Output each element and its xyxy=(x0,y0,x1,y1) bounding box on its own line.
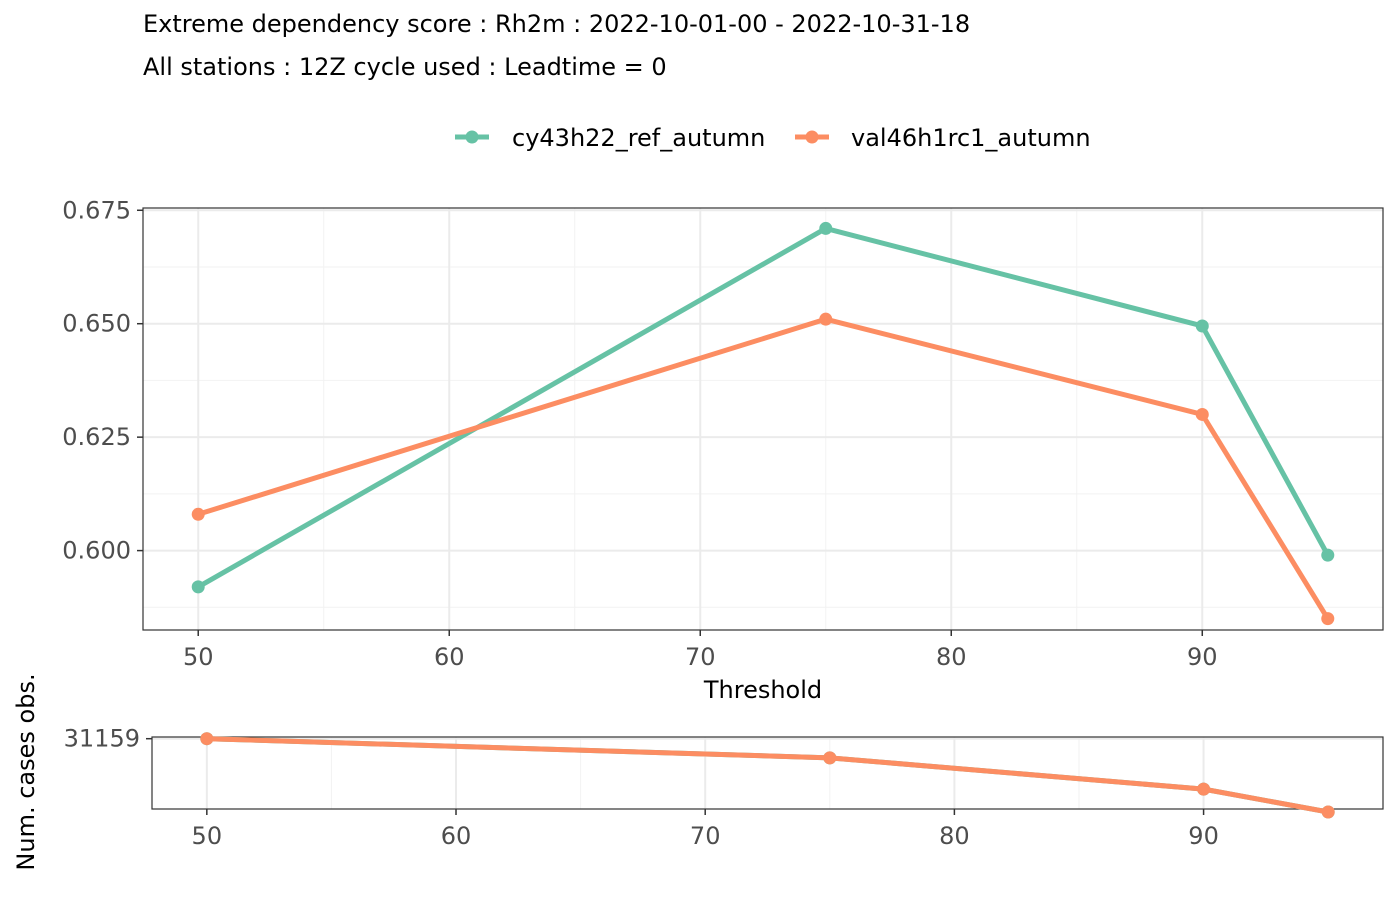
main-data-point xyxy=(191,580,205,594)
main-x-tick-label: 80 xyxy=(936,643,967,671)
legend-item: cy43h22_ref_autumn xyxy=(455,124,765,152)
cases-panel-border xyxy=(151,736,1384,810)
cases-series-line xyxy=(204,736,1331,815)
legend-label: val46h1rc1_autumn xyxy=(851,124,1091,152)
cases-series-line xyxy=(204,736,1331,815)
main-x-tick-label: 90 xyxy=(1187,643,1218,671)
main-y-tick-label: 0.650 xyxy=(62,310,131,338)
legend-item: val46h1rc1_autumn xyxy=(795,124,1091,152)
main-data-point xyxy=(1321,548,1335,562)
main-x-tick-label: 70 xyxy=(685,643,716,671)
cases-panel: 50 60 70 80 90 31159 Num. cases obs. xyxy=(12,673,1384,871)
main-y-tick-label: 0.600 xyxy=(62,537,131,565)
main-data-point xyxy=(819,221,833,235)
main-series-line xyxy=(195,316,1331,622)
cases-data-point xyxy=(1197,782,1211,796)
main-data-point xyxy=(1195,319,1209,333)
cases-data-point xyxy=(1321,805,1335,819)
cases-data-point xyxy=(200,732,214,746)
cases-y-axis-title: Num. cases obs. xyxy=(12,673,40,870)
main-data-point xyxy=(1321,612,1335,626)
main-data-point xyxy=(1195,407,1209,421)
legend: cy43h22_ref_autumn val46h1rc1_autumn xyxy=(455,124,1091,152)
cases-y-tick-label: 31159 xyxy=(64,725,140,753)
main-x-tick-label: 60 xyxy=(434,643,465,671)
legend-label: cy43h22_ref_autumn xyxy=(512,124,765,152)
main-y-tick-label: 0.675 xyxy=(62,196,131,224)
cases-x-tick-label: 60 xyxy=(441,822,472,850)
chart-title: Extreme dependency score : Rh2m : 2022-1… xyxy=(143,10,971,38)
main-x-axis-title: Threshold xyxy=(703,676,822,704)
main-data-point xyxy=(819,312,833,326)
legend-key-point xyxy=(465,130,479,144)
cases-x-tick-label: 70 xyxy=(690,822,721,850)
main-y-tick-label: 0.625 xyxy=(62,423,131,451)
cases-x-tick-label: 80 xyxy=(939,822,970,850)
main-panel: 50 60 70 80 90 0.600 0.625 0.650 0.675 Threshold xyxy=(62,196,1384,704)
cases-x-tick-label: 50 xyxy=(192,822,223,850)
main-panel-border xyxy=(142,207,1384,631)
main-series-line xyxy=(195,225,1331,590)
legend-key-point xyxy=(805,130,819,144)
main-x-tick-label: 50 xyxy=(183,643,214,671)
chart-subtitle: All stations : 12Z cycle used : Leadtime… xyxy=(143,53,667,81)
cases-x-tick-label: 90 xyxy=(1188,822,1219,850)
main-data-point xyxy=(191,507,205,521)
cases-data-point xyxy=(823,751,837,765)
